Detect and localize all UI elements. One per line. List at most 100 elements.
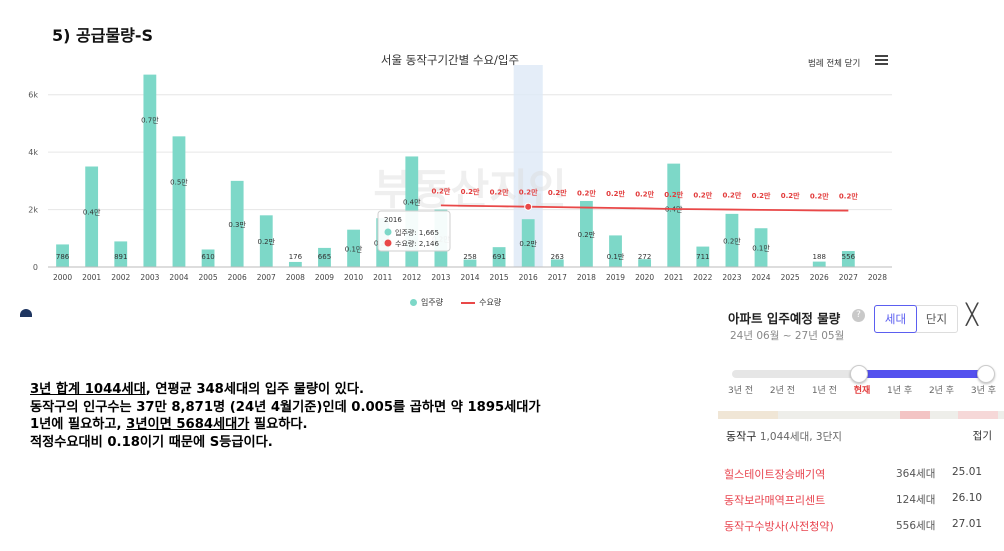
tooltip-year: 2016 xyxy=(384,216,402,224)
complex-row[interactable]: 힐스테이트장승배기역 364세대 25.01 xyxy=(724,466,992,482)
bar-data-label: 0.3만 xyxy=(228,220,246,229)
demand-data-label: 0.2만 xyxy=(635,189,654,198)
bar-data-label: 0.7만 xyxy=(141,116,159,125)
demand-point-highlight xyxy=(524,202,533,211)
tick-label[interactable]: 3년 후 xyxy=(970,386,996,396)
complex-date: 27.01 xyxy=(952,518,983,530)
legend-item-supply[interactable]: 입주량 xyxy=(410,297,443,308)
bar-data-label: 0.2만 xyxy=(723,236,741,245)
x-tick-label: 2009 xyxy=(315,273,334,282)
tick-label[interactable]: 1년 전 xyxy=(811,386,837,396)
x-tick-label: 2005 xyxy=(199,273,218,282)
legend-toggle-button[interactable]: 범례 전체 닫기 xyxy=(808,59,861,69)
bar-2002 xyxy=(114,241,128,267)
y-tick-label: 4k xyxy=(28,148,38,157)
x-tick-label: 2019 xyxy=(606,273,625,282)
analysis-line4: 적정수요대비 0.18이기 때문에 S등급이다. xyxy=(30,434,273,450)
complex-name[interactable]: 동작보라매역프리센트 xyxy=(724,494,826,507)
complex-count: 124세대 xyxy=(896,494,936,506)
x-tick-label: 2008 xyxy=(286,273,305,282)
x-tick-label: 2003 xyxy=(140,273,159,282)
analysis-line3-b: 3년이면 5684세대가 xyxy=(126,417,250,432)
district-summary: 동작구 1,044세대, 3단지 접기 xyxy=(726,428,992,444)
bar-data-label: 0.1만 xyxy=(752,244,770,253)
bar-data-label: 258 xyxy=(463,253,476,261)
bar-2006 xyxy=(230,180,244,267)
complex-name[interactable]: 힐스테이트장승배기역 xyxy=(724,468,826,481)
help-icon[interactable]: ? xyxy=(852,309,865,322)
x-tick-label: 2023 xyxy=(722,273,741,282)
chart-svg[interactable]: 02k4k6k부동산지인7860.4만8910.7만0.5만6100.3만0.2… xyxy=(0,44,900,314)
tooltip-supply-dot xyxy=(384,228,392,236)
analysis-line3-a: 1년에 필요하고, xyxy=(30,417,127,432)
tick-label[interactable]: 3년 전 xyxy=(728,386,754,396)
demand-data-label: 0.2만 xyxy=(752,191,771,200)
bar-data-label: 0.2만 xyxy=(519,239,537,248)
bar-data-label: 0.1만 xyxy=(345,244,363,253)
bar-2000 xyxy=(56,244,69,267)
complex-count: 556세대 xyxy=(896,520,936,532)
bar-data-label: 263 xyxy=(551,253,564,261)
bar-data-label: 272 xyxy=(638,253,651,261)
demand-data-label: 0.2만 xyxy=(577,189,596,198)
complex-date: 25.01 xyxy=(952,466,983,478)
demand-data-label: 0.2만 xyxy=(431,186,450,195)
bar-2015 xyxy=(492,247,506,267)
bar-2016 xyxy=(521,219,535,267)
bar-data-label: 188 xyxy=(813,253,826,261)
demand-data-label: 0.2만 xyxy=(723,191,742,200)
complex-name[interactable]: 동작구수방사(사전청약) xyxy=(724,520,834,533)
hamburger-menu-icon[interactable] xyxy=(875,55,888,65)
tooltip-box xyxy=(377,210,451,252)
slider-start-handle[interactable] xyxy=(850,365,868,383)
chart-title: 서울 동작구기간별 수요/입주 xyxy=(380,53,520,67)
bar-data-label: 711 xyxy=(696,253,709,261)
tick-label[interactable]: 1년 후 xyxy=(887,386,913,396)
section-heading: 5) 공급물량-S xyxy=(52,26,154,45)
x-tick-label: 2014 xyxy=(460,273,479,282)
toggle-complexes[interactable]: 단지 xyxy=(925,312,948,326)
chart-legend: 입주량 수요량 xyxy=(410,297,501,308)
bar-2018 xyxy=(580,200,593,267)
district-sub: 1,044세대, 3단지 xyxy=(759,431,842,443)
tooltip-supply: 입주량: 1,665 xyxy=(395,229,439,237)
legend-label-demand: 수요량 xyxy=(479,298,502,307)
demand-data-label: 0.2만 xyxy=(606,189,625,198)
x-tick-label: 2028 xyxy=(868,273,887,282)
demand-data-label: 0.2만 xyxy=(781,191,800,200)
bar-2024 xyxy=(754,228,768,267)
complex-row[interactable]: 동작보라매역프리센트 124세대 26.10 xyxy=(724,492,992,508)
x-tick-label: 2020 xyxy=(635,273,654,282)
tick-label-current[interactable]: 현재 xyxy=(853,386,871,396)
tick-label[interactable]: 2년 전 xyxy=(769,386,796,396)
bar-2009 xyxy=(318,247,331,267)
x-tick-label: 2018 xyxy=(577,273,596,282)
bar-2003 xyxy=(143,74,157,267)
close-icon[interactable]: ╳ xyxy=(966,302,979,326)
bar-data-label: 176 xyxy=(289,253,303,261)
complex-date: 26.10 xyxy=(952,492,983,504)
bar-2027 xyxy=(841,251,855,267)
bar-2001 xyxy=(85,166,99,267)
district-name: 동작구 xyxy=(726,430,757,443)
x-tick-label: 2011 xyxy=(373,273,392,282)
bar-2021 xyxy=(667,163,681,267)
map-preview xyxy=(718,411,1004,419)
complex-row[interactable]: 동작구수방사(사전청약) 556세대 27.01 xyxy=(724,518,992,534)
slider-end-handle[interactable] xyxy=(977,365,995,383)
fold-button[interactable]: 접기 xyxy=(972,430,992,442)
period-slider[interactable] xyxy=(732,365,995,383)
bar-2014 xyxy=(463,259,477,267)
demand-data-label: 0.2만 xyxy=(461,187,480,196)
bar-2005 xyxy=(201,249,215,267)
legend-item-demand[interactable]: 수요량 xyxy=(461,297,501,308)
unit-toggle: 세대 단지 xyxy=(874,305,958,333)
bar-data-label: 0.4만 xyxy=(403,197,421,206)
tick-label[interactable]: 2년 후 xyxy=(928,386,955,396)
demand-data-label: 0.2만 xyxy=(839,192,858,201)
x-tick-label: 2010 xyxy=(344,273,363,282)
bar-2010 xyxy=(347,229,360,267)
toggle-households[interactable]: 세대 xyxy=(874,305,917,333)
x-tick-label: 2021 xyxy=(664,273,683,282)
tooltip-demand: 수요량: 2,146 xyxy=(395,240,439,248)
